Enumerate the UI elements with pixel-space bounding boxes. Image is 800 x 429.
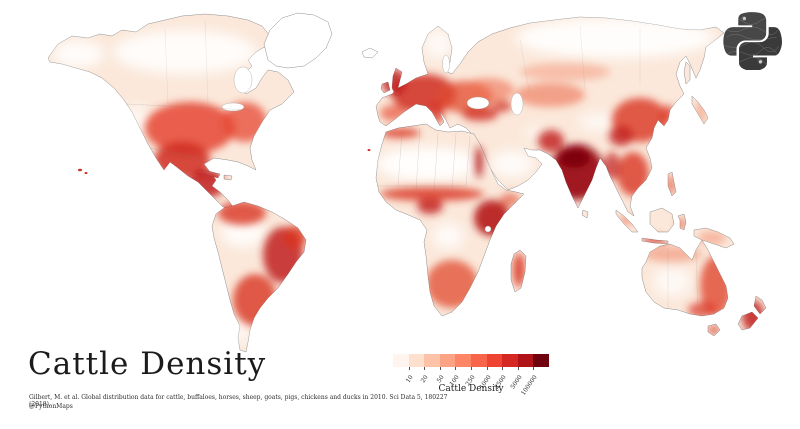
legend: 10 20 50 100 250 1000 2500 5000 100000 Cattle De… [393, 354, 549, 397]
colorbar-segment-0 [393, 354, 409, 367]
colorbar-segment-5 [470, 354, 487, 367]
density-blob-italy [430, 102, 444, 124]
density-blob-java [642, 236, 668, 244]
logo-snake-eye-bottom [758, 60, 763, 64]
density-blob-indo-gangetic-plain [558, 148, 590, 168]
density-blob-sumatra [619, 215, 635, 225]
density-blob-madagascar [513, 253, 525, 287]
density-blob-nile-valley [475, 146, 483, 178]
tick-mark-50 [439, 367, 441, 370]
great-lakes [221, 102, 245, 112]
density-blob-turkey [462, 107, 498, 121]
density-blob-kazakhstan [515, 83, 585, 107]
hawaii [78, 168, 82, 172]
colorbar-segment-3 [439, 354, 456, 367]
density-blob-spain [380, 105, 406, 121]
density-blob-northern-australia [642, 246, 702, 262]
tick-mark-1000 [486, 367, 488, 370]
density-blob-northeast-brazil [283, 225, 307, 249]
colorbar-segment-1 [408, 354, 425, 367]
page-title: Cattle Density [28, 346, 267, 382]
tick-mark-20 [424, 367, 426, 370]
caspian-sea [510, 92, 524, 116]
density-blob-caucasus [492, 100, 512, 112]
colorbar [393, 354, 549, 367]
pythonmaps-logo [723, 12, 782, 70]
sri-lanka [581, 209, 589, 219]
density-blob-new-zealand [742, 300, 764, 332]
logo-snake-eye-top [742, 16, 746, 21]
lakes [221, 54, 524, 233]
density-blob-horn-of-africa [500, 193, 520, 207]
density-blob-myanmar [604, 152, 620, 180]
density-blob-northern-canada [113, 30, 257, 74]
density-blob-alaska [52, 40, 104, 68]
density-blob-arabian-interior [490, 150, 534, 178]
citation-text: Gilbert, M. et al. Global distribution d… [29, 394, 448, 408]
density-blob-central-us [145, 102, 235, 154]
low-density-layer [52, 18, 715, 346]
density-blob-maghreb-coast [380, 128, 420, 138]
tick-mark-100000 [533, 367, 535, 370]
density-blob-sahel-band [380, 187, 484, 201]
density-blob-southeast-asia [617, 152, 649, 196]
tick-mark-5000 [517, 367, 519, 370]
greenland [263, 12, 333, 69]
density-blob-southeastern-australia [688, 302, 716, 318]
density-blob-eastern-us [223, 102, 267, 142]
density-blob-new-guinea [698, 231, 726, 245]
sakhalin [683, 61, 691, 85]
logo-snake-top [723, 12, 767, 56]
density-blob-australian-interior [652, 267, 692, 297]
density-blob-colombia-venezuela [218, 201, 266, 225]
colorbar-segment-9 [533, 354, 549, 367]
colorbar-segment-2 [424, 354, 440, 367]
small-islands [78, 149, 371, 174]
density-blob-sichuan [609, 126, 633, 146]
tick-mark-250 [471, 367, 472, 370]
iceland [361, 47, 379, 59]
density-blob-cuba-caribbean [194, 170, 222, 178]
density-blob-us-great-basin [123, 104, 149, 136]
density-blob-philippines [666, 175, 676, 195]
legend-title: Cattle Density [438, 384, 504, 394]
density-blob-congo-basin [432, 223, 464, 249]
hispaniola [223, 174, 233, 181]
density-blob-southern-siberia [520, 63, 610, 81]
lake-victoria [484, 225, 492, 233]
density-blob-southern-africa [426, 260, 478, 308]
country-borders [125, 19, 699, 313]
density-blob-tibetan-plateau [578, 113, 618, 131]
density-blob-sahara [376, 147, 480, 181]
density-blob-pampas-argentina [233, 274, 277, 326]
pythonmaps-handle: @PythonMaps [29, 403, 73, 410]
baltic-sea [442, 54, 450, 74]
density-blob-amazon-basin [221, 217, 265, 247]
tick-mark-100 [455, 367, 457, 370]
density-blob-japan [696, 100, 706, 124]
density-blob-pakistan [538, 130, 564, 152]
density-blob-nigeria [417, 198, 443, 214]
tick-mark-10 [408, 367, 410, 370]
black-sea [466, 96, 490, 110]
hawaii-2 [84, 172, 88, 174]
borneo [649, 207, 675, 233]
colorbar-segment-4 [455, 354, 471, 367]
colorbar-segment-8 [517, 354, 534, 367]
hudson-bay [233, 66, 253, 94]
colorbar-segment-7 [502, 354, 518, 367]
canary-islands [367, 149, 371, 151]
density-blob-ukraine-steppe [462, 78, 514, 102]
density-blob-scandinavia [424, 28, 452, 60]
colorbar-segment-6 [486, 354, 503, 367]
density-blob-tasmania [709, 326, 719, 334]
tick-mark-2500 [502, 367, 504, 370]
density-blob-siberia [515, 18, 715, 58]
